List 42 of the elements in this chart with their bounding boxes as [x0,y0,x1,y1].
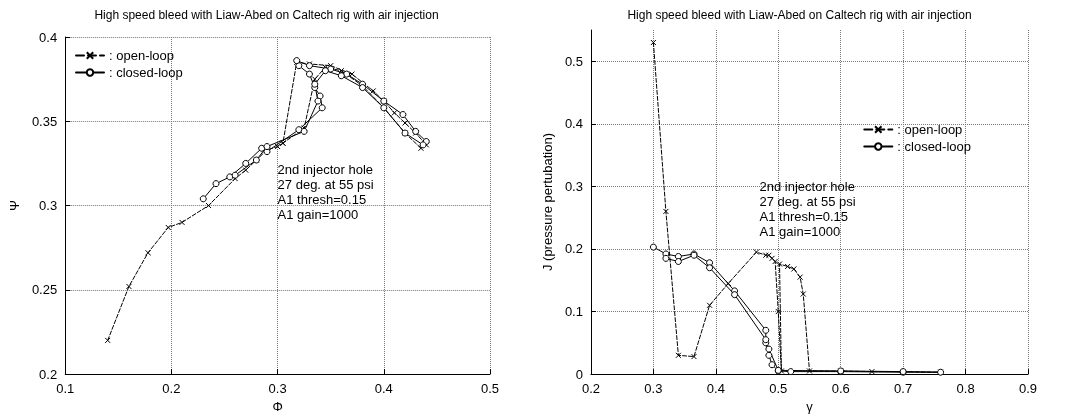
x-tick-label: 0.2 [162,381,181,397]
chart-title: High speed bleed with Liaw-Abed on Caltech rig with air injection [627,8,972,22]
annotation: 27 deg. at 55 psi [277,177,374,193]
x-tick-label: 0.1 [56,381,75,397]
x-tick-label: 0.5 [480,381,500,397]
y-tick-label: 0.3 [564,178,583,194]
y-tick-label: 0.4 [39,29,58,45]
y-tick-label: 0.35 [31,113,58,129]
x-tick-label: 0.8 [956,381,975,397]
annotation: 27 deg. at 55 psi [759,194,856,210]
annotation: 2nd injector hole [759,179,855,195]
x-tick-label: 0.4 [706,381,725,397]
x-axis-title: γ [806,399,814,414]
y-axis-title: J (pressure pertubation) [540,133,555,272]
x-tick-label: 0.9 [1018,381,1038,397]
x-tick-label: 0.2 [581,381,601,397]
annotation: A1 gain=1000 [277,207,359,223]
x-axis-title: Φ [272,399,283,414]
annotation: 2nd injector hole [277,162,374,178]
y-tick-label: 0.1 [564,304,583,320]
chart-title: High speed bleed with Liaw-Abed on Caltech rig with air injection [94,8,439,22]
legend-label: : closed-loop [109,65,183,80]
x-tick-label: 0.7 [894,381,913,397]
y-tick-label: 0.3 [39,198,58,214]
annotation: A1 thresh=0.15 [277,192,367,208]
y-tick-label: 0.4 [564,116,583,132]
x-tick-label: 0.3 [268,381,287,397]
x-tick-label: 0.6 [831,381,850,397]
legend-label: : open-loop [897,122,963,137]
y-tick-label: 0.2 [39,366,58,382]
y-tick-label: 0.25 [31,282,58,298]
annotation: A1 gain=1000 [759,224,841,240]
y-tick-label: 0.5 [564,53,583,69]
y-tick-label: 0 [575,366,583,382]
y-axis-title: Ψ [7,200,22,211]
y-tick-label: 0.2 [564,241,583,257]
x-tick-label: 0.5 [769,381,788,397]
annotation: A1 thresh=0.15 [759,209,849,225]
legend-label: : open-loop [109,48,175,63]
x-tick-label: 0.4 [374,381,393,397]
x-tick-label: 0.3 [644,381,663,397]
legend-label: : closed-loop [897,139,972,154]
